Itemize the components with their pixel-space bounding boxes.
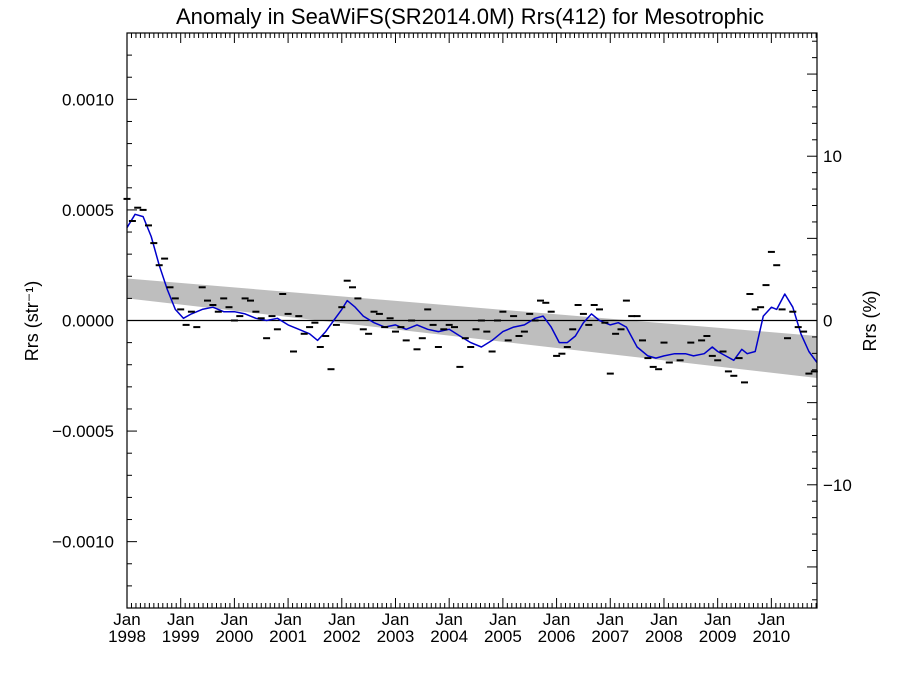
y-tick-label: 0.0000	[62, 312, 114, 331]
series-layer	[123, 197, 818, 384]
y-axis-right-label: Rrs (%)	[860, 291, 880, 352]
y-tick-label: 0.0005	[62, 201, 114, 220]
x-axis: Jan1998Jan1999Jan2000Jan2001Jan2002Jan20…	[108, 33, 817, 646]
x-tick-year-label: 2006	[538, 627, 576, 646]
x-tick-month-label: Jan	[597, 610, 624, 629]
y-right-tick-label: 10	[823, 147, 842, 166]
x-tick-year-label: 2008	[645, 627, 683, 646]
x-tick-year-label: 2001	[269, 627, 307, 646]
chart-title: Anomaly in SeaWiFS(SR2014.0M) Rrs(412) f…	[176, 4, 764, 29]
y-axis-left: 0.0010 0.0005 0.0000 −0.0005 −0.0010	[52, 32, 137, 609]
x-tick-month-label: Jan	[221, 610, 248, 629]
x-tick-month-label: Jan	[167, 610, 194, 629]
y-right-tick-label: 0	[823, 312, 832, 331]
x-tick-month-label: Jan	[274, 610, 301, 629]
trend-band	[127, 278, 817, 378]
y-tick-label: −0.0010	[52, 533, 114, 552]
trend-band-layer	[127, 278, 817, 378]
x-tick-year-label: 2005	[484, 627, 522, 646]
smoothed-anomaly-line	[126, 213, 818, 363]
x-tick-month-label: Jan	[704, 610, 731, 629]
x-tick-month-label: Jan	[758, 610, 785, 629]
x-tick-year-label: 2002	[323, 627, 361, 646]
x-tick-year-label: 2009	[699, 627, 737, 646]
x-tick-year-label: 2004	[430, 627, 468, 646]
x-tick-year-label: 2010	[752, 627, 790, 646]
x-tick-year-label: 1998	[108, 627, 146, 646]
x-tick-month-label: Jan	[328, 610, 355, 629]
x-tick-month-label: Jan	[435, 610, 462, 629]
monthly-anomaly-markers	[123, 197, 818, 384]
x-tick-year-label: 2007	[591, 627, 629, 646]
x-tick-month-label: Jan	[543, 610, 570, 629]
x-tick-month-label: Jan	[113, 610, 140, 629]
y-right-tick-label: −10	[823, 476, 852, 495]
y-tick-label: 0.0010	[62, 90, 114, 109]
x-tick-year-label: 1999	[162, 627, 200, 646]
y-axis-left-label: Rrs (str⁻¹)	[22, 281, 42, 361]
x-tick-year-label: 2000	[215, 627, 253, 646]
x-tick-month-label: Jan	[650, 610, 677, 629]
y-axis-right: 10 0 −10	[807, 40, 852, 601]
y-tick-label: −0.0005	[52, 422, 114, 441]
x-tick-month-label: Jan	[489, 610, 516, 629]
x-tick-year-label: 2003	[377, 627, 415, 646]
x-tick-month-label: Jan	[382, 610, 409, 629]
